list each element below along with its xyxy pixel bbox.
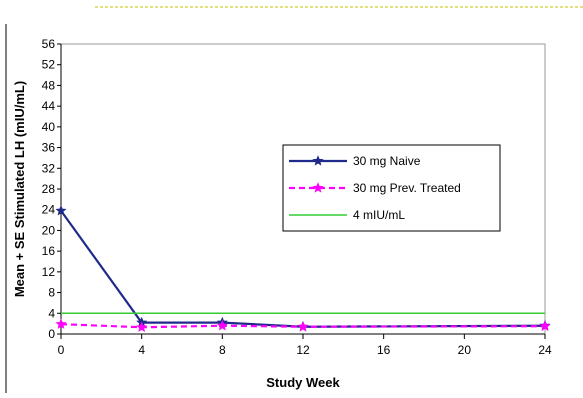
y-tick-label: 28: [42, 182, 56, 196]
data-point-s0-0: [55, 205, 67, 216]
x-axis-label: Study Week: [266, 375, 340, 390]
y-tick-label: 52: [42, 58, 56, 72]
x-tick-label: 12: [296, 343, 310, 357]
data-point-s1-2: [216, 319, 228, 331]
x-tick-label: 4: [138, 343, 145, 357]
y-tick-label: 4: [48, 306, 55, 320]
y-tick-label: 16: [42, 244, 56, 258]
x-tick-label: 16: [377, 343, 391, 357]
x-tick-label: 20: [458, 343, 472, 357]
data-point-s1-4: [539, 320, 551, 331]
legend-label: 4 mIU/mL: [353, 208, 405, 222]
x-tick-label: 0: [58, 343, 65, 357]
data-point-s1-3: [297, 321, 309, 332]
y-tick-label: 40: [42, 120, 56, 134]
y-tick-label: 8: [48, 286, 55, 300]
x-tick-label: 24: [538, 343, 552, 357]
y-tick-label: 48: [42, 78, 56, 92]
y-tick-label: 44: [42, 99, 56, 113]
y-tick-label: 12: [42, 265, 56, 279]
legend: 30 mg Naive 30 mg Prev. Treated 4 mIU/mL: [282, 144, 501, 232]
y-tick-label: 24: [42, 203, 56, 217]
legend-label: 30 mg Prev. Treated: [353, 181, 461, 195]
legend-marker: [312, 155, 324, 166]
x-tick-label: 8: [219, 343, 226, 357]
y-tick-label: 56: [42, 37, 56, 51]
series-layer: [55, 205, 551, 332]
legend-label: 30 mg Naive: [353, 154, 421, 168]
data-point-s1-1: [136, 321, 148, 332]
y-axis-label: Mean + SE Stimulated LH (mIU/mL): [12, 81, 27, 297]
x-axis: 0 4 8 12 16 20 24: [58, 333, 552, 357]
y-tick-label: 32: [42, 161, 56, 175]
data-point-s1-0: [55, 318, 67, 329]
legend-marker: [312, 182, 324, 193]
y-tick-label: 20: [42, 223, 56, 237]
y-tick-label: 0: [48, 327, 55, 341]
y-tick-label: 36: [42, 141, 56, 155]
